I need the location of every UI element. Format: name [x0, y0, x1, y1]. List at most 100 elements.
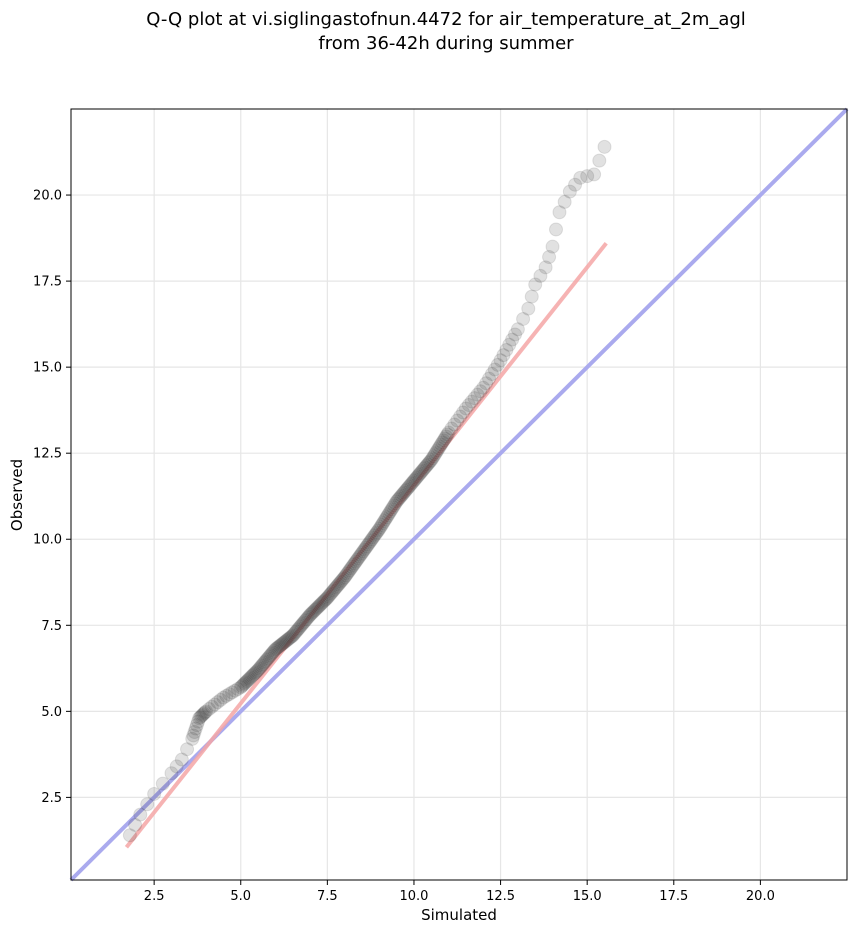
qq-point: [406, 473, 421, 488]
qq-point: [326, 583, 341, 598]
qq-point: [398, 484, 413, 499]
qq-point: [242, 671, 257, 686]
y-tick-label: 12.5: [33, 447, 62, 462]
qq-point: [241, 672, 256, 687]
qq-point: [528, 277, 543, 292]
qq-point: [193, 710, 208, 725]
identity-line: [69, 107, 849, 882]
qq-point: [340, 566, 355, 581]
qq-point: [376, 516, 391, 531]
qq-point: [447, 417, 462, 432]
qq-point: [246, 667, 261, 682]
qq-point: [272, 639, 287, 654]
qq-point: [426, 449, 441, 464]
qq-point: [436, 433, 451, 448]
qq-point: [249, 664, 264, 679]
qq-point: [186, 728, 201, 743]
qq-point: [305, 605, 320, 620]
qq-point: [267, 643, 282, 658]
qq-point: [408, 472, 423, 487]
qq-point: [367, 528, 382, 543]
qq-point: [155, 776, 170, 791]
qq-point: [372, 521, 387, 536]
qq-point: [597, 139, 612, 154]
qq-point: [291, 621, 306, 636]
qq-point: [269, 641, 284, 656]
qq-point: [304, 606, 319, 621]
x-tick-label: 10.0: [399, 889, 428, 904]
qq-point: [286, 627, 301, 642]
y-tick-label: 17.5: [33, 275, 62, 290]
x-tick-label: 2.5: [144, 889, 165, 904]
qq-point: [312, 598, 327, 613]
qq-point: [413, 466, 428, 481]
qq-point: [185, 731, 200, 746]
qq-point: [251, 663, 266, 678]
qq-point: [470, 387, 485, 402]
qq-point: [294, 618, 309, 633]
qq-point: [234, 679, 249, 694]
qq-point: [258, 654, 273, 669]
qq-point: [533, 268, 548, 283]
qq-point: [502, 337, 517, 352]
x-tick-label: 15.0: [573, 889, 602, 904]
qq-point: [317, 593, 332, 608]
qq-point: [402, 479, 417, 494]
qq-point: [410, 469, 425, 484]
qq-point: [390, 492, 405, 507]
qq-point: [516, 311, 531, 326]
qq-point: [421, 456, 436, 471]
qq-point: [384, 502, 399, 517]
qq-point: [236, 677, 251, 692]
qq-point: [368, 527, 383, 542]
qq-point: [380, 508, 395, 523]
qq-point: [362, 535, 377, 550]
y-tick-label: 7.5: [41, 619, 62, 634]
qq-point: [238, 675, 253, 690]
qq-point: [227, 683, 242, 698]
qq-point: [187, 724, 202, 739]
data-points: [122, 139, 612, 843]
qq-point: [479, 376, 494, 391]
qq-point: [222, 687, 237, 702]
qq-point: [562, 184, 577, 199]
qq-point: [315, 595, 330, 610]
qq-point: [352, 549, 367, 564]
plot-frame: [70, 108, 848, 881]
qq-point: [195, 707, 210, 722]
qq-point: [545, 239, 560, 254]
qq-point: [243, 670, 258, 685]
qq-point: [456, 405, 471, 420]
qq-point: [330, 578, 345, 593]
qq-point: [213, 692, 228, 707]
qq-point: [225, 685, 240, 700]
qq-point: [377, 514, 392, 529]
chart-title-line-1: Q-Q plot at vi.siglingastofnun.4472 for …: [146, 9, 746, 30]
qq-point: [364, 532, 379, 547]
qq-point: [285, 628, 300, 643]
x-tick-label: 20.0: [746, 889, 775, 904]
qq-point: [524, 289, 539, 304]
qq-point: [382, 506, 397, 521]
qq-point: [508, 327, 523, 342]
qq-point: [441, 425, 456, 440]
qq-point: [216, 690, 231, 705]
qq-point: [322, 587, 337, 602]
x-axis-label: Simulated: [421, 906, 497, 924]
qq-point: [327, 581, 342, 596]
qq-point: [355, 546, 369, 561]
qq-point: [282, 631, 297, 646]
qq-point: [247, 666, 262, 681]
qq-point: [429, 445, 444, 460]
qq-point: [199, 704, 214, 719]
qq-point: [279, 633, 294, 648]
fit-line: [124, 241, 608, 849]
qq-point: [439, 429, 454, 444]
qq-point: [394, 488, 409, 503]
qq-point: [432, 439, 447, 454]
axis-ticks: 2.5 5.0 7.5 10.0 12.5 15.0 17.5 20.0 2.5 5.0 7.5 10…: [33, 189, 775, 904]
x-tick-label: 17.5: [659, 889, 688, 904]
qq-point: [419, 458, 434, 473]
qq-point: [237, 676, 252, 691]
qq-point: [573, 170, 588, 185]
